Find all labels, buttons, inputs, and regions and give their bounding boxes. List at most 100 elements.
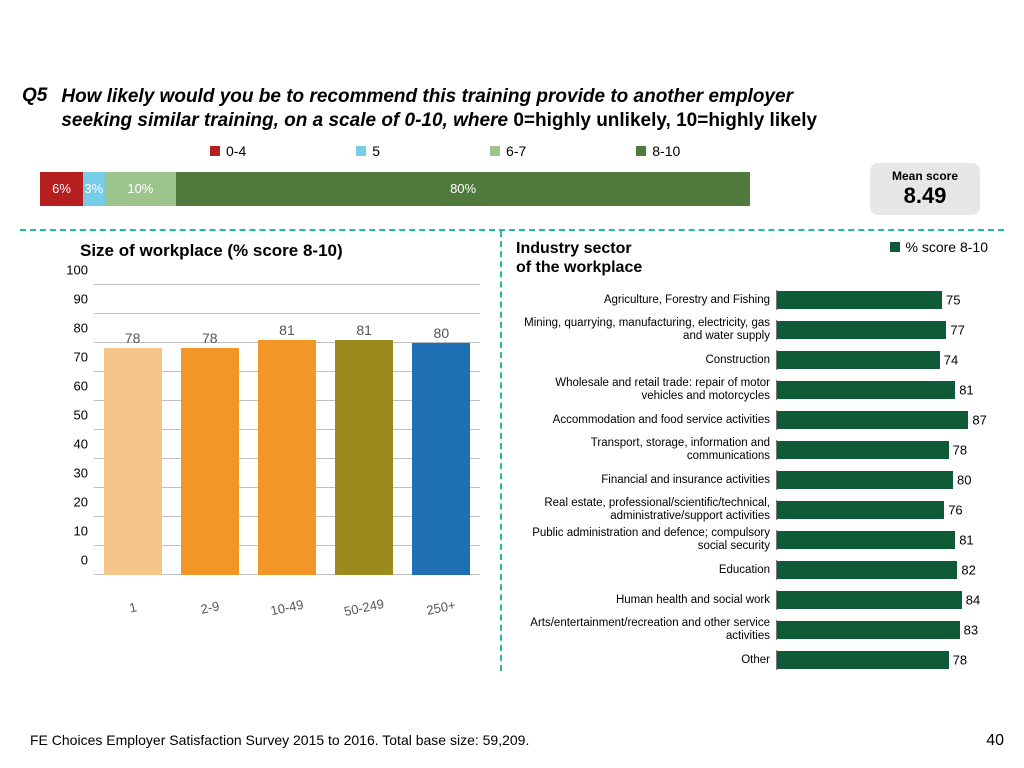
hbar-row: Accommodation and food service activitie… — [516, 405, 988, 435]
hbar-label: Accommodation and food service activitie… — [516, 414, 776, 427]
hbar-bar: 87 — [777, 411, 968, 429]
hbar-bar: 78 — [777, 651, 949, 669]
hbar-row: Human health and social work 84 — [516, 585, 988, 615]
hbar-title: Industry sector of the workplace — [516, 239, 642, 277]
hbar-value: 76 — [948, 502, 962, 517]
x-label: 10-49 — [257, 594, 317, 621]
stacked-legend: 0-456-78-10 — [20, 143, 1004, 159]
hbar-bar: 81 — [777, 381, 955, 399]
stacked-segment: 6% — [40, 172, 83, 206]
hbar-row: Agriculture, Forestry and Fishing 75 — [516, 285, 988, 315]
footer: FE Choices Employer Satisfaction Survey … — [30, 732, 1004, 750]
vbar-x-labels: 12-910-4950-249250+ — [94, 600, 480, 615]
hbar-value: 78 — [953, 652, 967, 667]
hbar-label: Wholesale and retail trade: repair of mo… — [516, 377, 776, 402]
legend-chip — [356, 146, 366, 156]
mean-score-label: Mean score — [892, 169, 958, 183]
hbar-bar: 76 — [777, 501, 944, 519]
y-tick: 90 — [74, 291, 88, 306]
hbar-label: Agriculture, Forestry and Fishing — [516, 294, 776, 307]
hbar-value: 75 — [946, 292, 960, 307]
question-text-plain: 0=highly unlikely, 10=highly likely — [513, 110, 817, 131]
vbar-value-label: 80 — [434, 325, 450, 341]
hbar-label: Other — [516, 654, 776, 667]
hbar-value: 78 — [953, 442, 967, 457]
hbar-track: 81 — [776, 530, 988, 550]
vbar-bar — [104, 348, 162, 574]
hbar-row: Other78 — [516, 645, 988, 675]
hbar-label: Human health and social work — [516, 594, 776, 607]
legend-chip — [490, 146, 500, 156]
y-tick: 80 — [74, 320, 88, 335]
vbar-column: 78 — [104, 330, 162, 574]
y-tick: 100 — [66, 262, 88, 277]
hbar-row: Education82 — [516, 555, 988, 585]
hbar-bar: 82 — [777, 561, 957, 579]
hbar-row: Wholesale and retail trade: repair of mo… — [516, 375, 988, 405]
legend-chip — [210, 146, 220, 156]
stacked-segment: 10% — [105, 172, 177, 206]
vbar-bar — [258, 340, 316, 575]
hbar-bar: 74 — [777, 351, 940, 369]
vbar-bar — [181, 348, 239, 574]
legend-item: 8-10 — [636, 143, 680, 159]
x-label: 2-9 — [180, 594, 240, 621]
hbar-track: 78 — [776, 650, 988, 670]
hbar-track: 75 — [776, 290, 988, 310]
hbar-bar: 81 — [777, 531, 955, 549]
hbar-value: 84 — [966, 592, 980, 607]
vbar-bar — [412, 343, 470, 575]
hbar-label: Public administration and defence; compu… — [516, 527, 776, 552]
y-tick: 20 — [74, 494, 88, 509]
stacked-segment: 3% — [83, 172, 105, 206]
right-column: Industry sector of the workplace % score… — [500, 231, 1004, 671]
legend-label: 0-4 — [226, 143, 246, 159]
hbar-legend-label: % score 8-10 — [906, 239, 988, 255]
hbar-track: 78 — [776, 440, 988, 460]
hbar-value: 81 — [959, 532, 973, 547]
vbar-bar — [335, 340, 393, 575]
hbar-label: Arts/entertainment/recreation and other … — [516, 617, 776, 642]
hbar-row: Transport, storage, information and comm… — [516, 435, 988, 465]
vbar-column: 81 — [258, 322, 316, 575]
hbar-rows: Agriculture, Forestry and Fishing 75 Minin… — [516, 285, 988, 675]
hbar-value: 81 — [959, 382, 973, 397]
hbar-track: 74 — [776, 350, 988, 370]
vbar-y-axis: 0102030405060708090100 — [60, 285, 94, 575]
vbar-chart: 0102030405060708090100 7878818180 12-910… — [60, 285, 480, 605]
y-tick: 50 — [74, 407, 88, 422]
y-tick: 10 — [74, 523, 88, 538]
hbar-legend: % score 8-10 — [890, 239, 988, 255]
hbar-label: Mining, quarrying, manufacturing, electr… — [516, 317, 776, 342]
hbar-label: Financial and insurance activities — [516, 474, 776, 487]
stacked-bar: 6%3%10%80% — [40, 172, 750, 206]
hbar-label: Real estate, professional/scientific/tec… — [516, 497, 776, 522]
hbar-row: Arts/entertainment/recreation and other … — [516, 615, 988, 645]
legend-label: 6-7 — [506, 143, 526, 159]
hbar-value: 77 — [950, 322, 964, 337]
y-tick: 70 — [74, 349, 88, 364]
hbar-track: 76 — [776, 500, 988, 520]
hbar-value: 80 — [957, 472, 971, 487]
hbar-row: Real estate, professional/scientific/tec… — [516, 495, 988, 525]
vbar-value-label: 81 — [279, 322, 295, 338]
legend-chip — [636, 146, 646, 156]
question-number: Q5 — [22, 85, 47, 107]
y-tick: 60 — [74, 378, 88, 393]
question-header: Q5 How likely would you be to recommend … — [20, 85, 1004, 133]
hbar-track: 82 — [776, 560, 988, 580]
stacked-segment: 80% — [176, 172, 750, 206]
legend-label: 8-10 — [652, 143, 680, 159]
vbar-value-label: 78 — [125, 330, 141, 346]
vbar-value-label: 81 — [356, 322, 372, 338]
hbar-bar: 80 — [777, 471, 953, 489]
y-tick: 30 — [74, 465, 88, 480]
hbar-track: 87 — [776, 410, 988, 430]
vbar-value-label: 78 — [202, 330, 218, 346]
mean-score-value: 8.49 — [892, 183, 958, 209]
hbar-track: 77 — [776, 320, 988, 340]
page-number: 40 — [986, 732, 1004, 750]
hbar-bar: 83 — [777, 621, 960, 639]
hbar-bar: 77 — [777, 321, 946, 339]
x-label: 50-249 — [334, 594, 394, 621]
